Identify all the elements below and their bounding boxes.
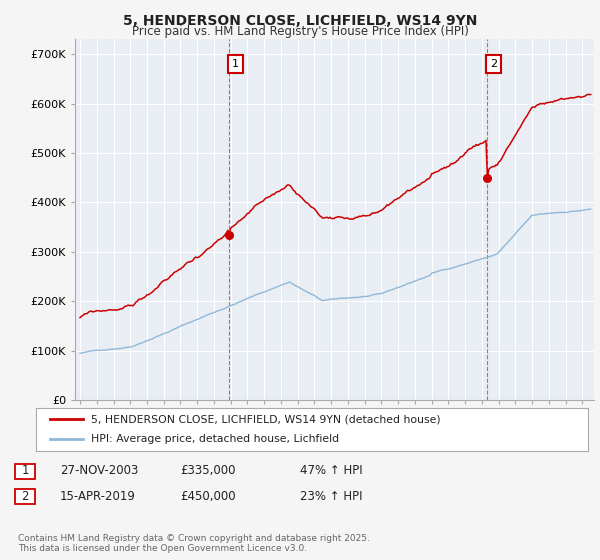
Text: £450,000: £450,000 [180, 489, 236, 503]
Text: 23% ↑ HPI: 23% ↑ HPI [300, 489, 362, 503]
Text: HPI: Average price, detached house, Lichfield: HPI: Average price, detached house, Lich… [91, 434, 340, 444]
Text: Contains HM Land Registry data © Crown copyright and database right 2025.
This d: Contains HM Land Registry data © Crown c… [18, 534, 370, 553]
Text: 47% ↑ HPI: 47% ↑ HPI [300, 464, 362, 478]
Text: 1: 1 [232, 59, 239, 69]
Text: Price paid vs. HM Land Registry's House Price Index (HPI): Price paid vs. HM Land Registry's House … [131, 25, 469, 38]
Text: 27-NOV-2003: 27-NOV-2003 [60, 464, 139, 478]
Text: 2: 2 [490, 59, 497, 69]
Text: 15-APR-2019: 15-APR-2019 [60, 489, 136, 503]
Text: £335,000: £335,000 [180, 464, 235, 478]
Text: 1: 1 [22, 464, 29, 478]
Text: 2: 2 [22, 489, 29, 503]
Text: 5, HENDERSON CLOSE, LICHFIELD, WS14 9YN (detached house): 5, HENDERSON CLOSE, LICHFIELD, WS14 9YN … [91, 414, 441, 424]
Text: 5, HENDERSON CLOSE, LICHFIELD, WS14 9YN: 5, HENDERSON CLOSE, LICHFIELD, WS14 9YN [123, 14, 477, 28]
